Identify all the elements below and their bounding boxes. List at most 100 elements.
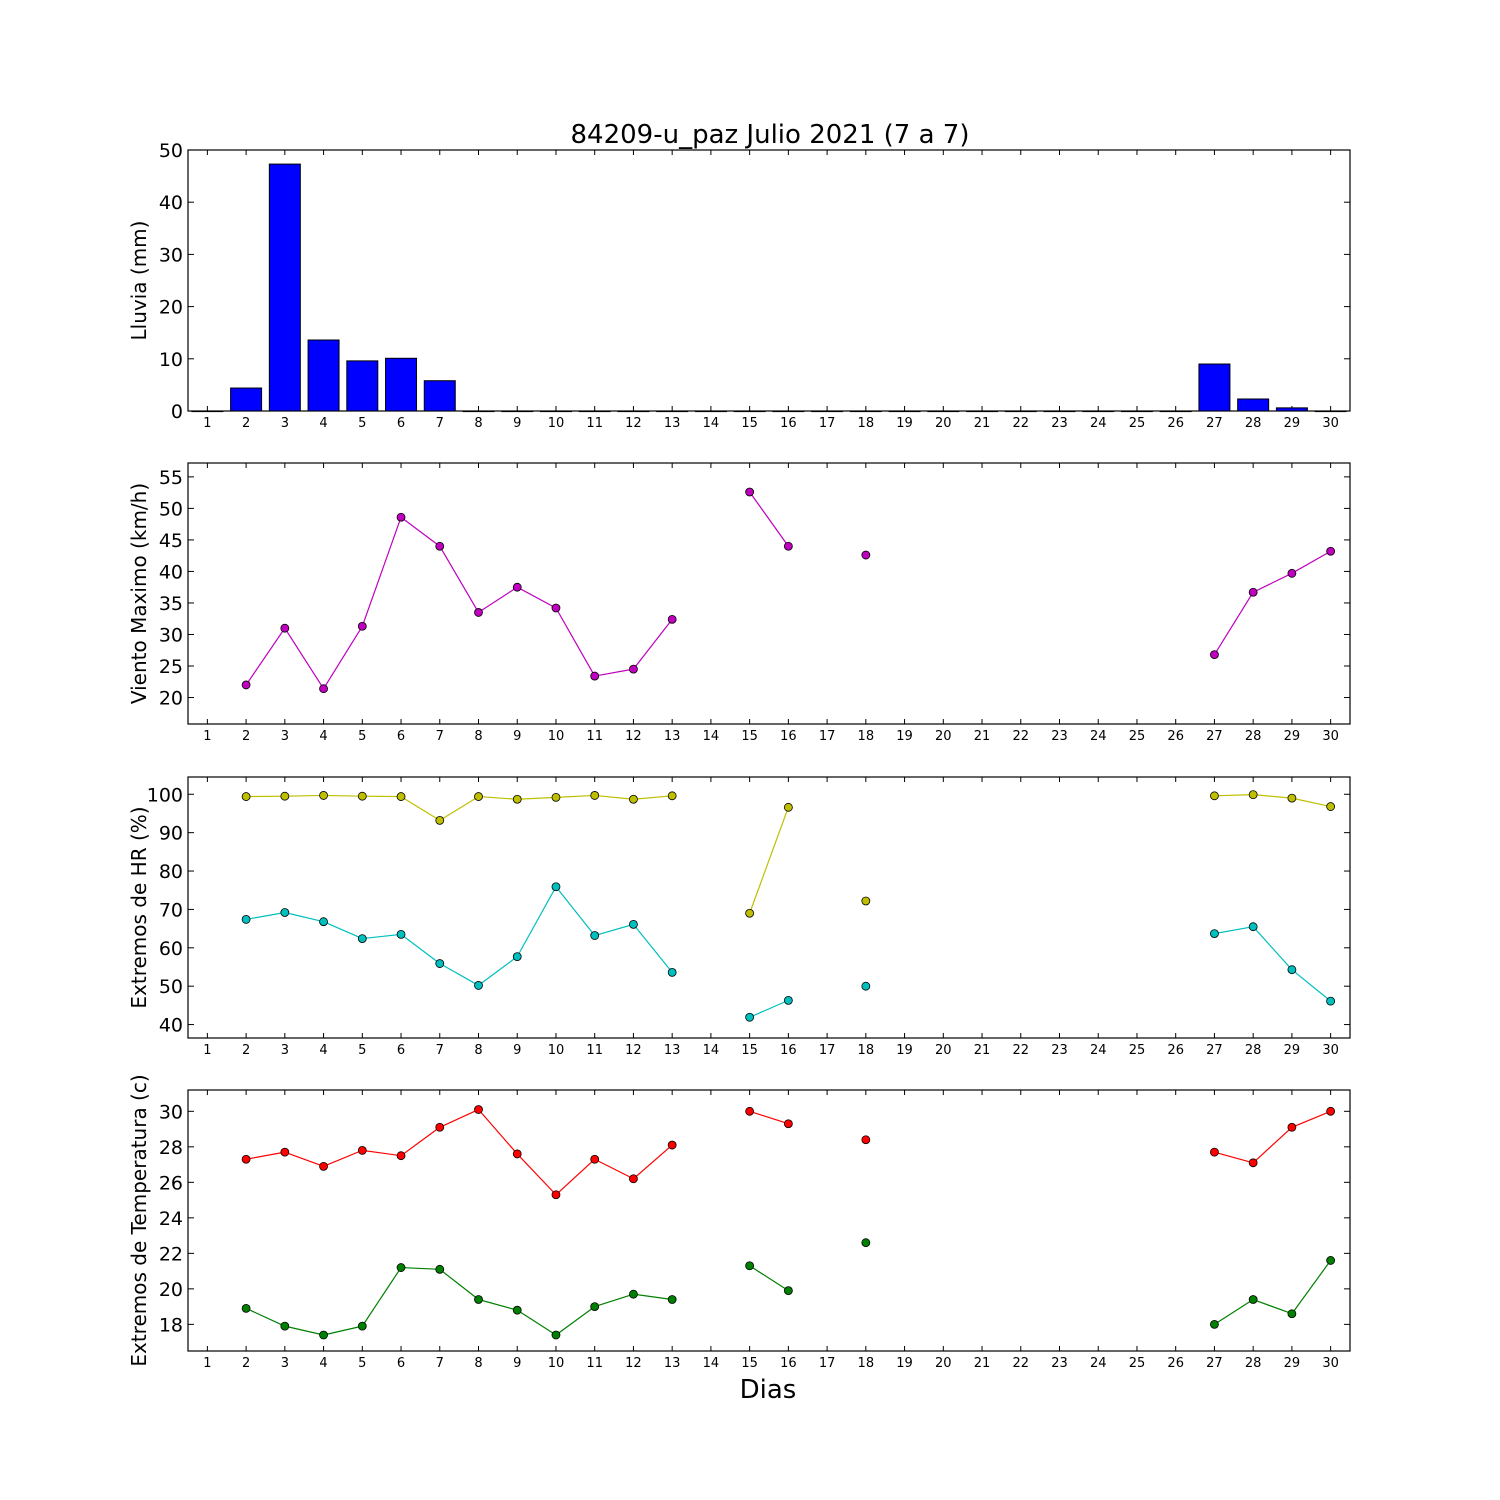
series-line-segment [517, 796, 556, 800]
data-point [241, 1303, 251, 1313]
y-tick-label: 50 [159, 498, 183, 520]
x-tick-label: 25 [1129, 416, 1146, 431]
data-point [745, 1106, 755, 1116]
x-tick-label: 10 [548, 729, 565, 744]
x-tick-label: 29 [1284, 1043, 1301, 1058]
data-point [1287, 965, 1297, 975]
series-line-segment [1253, 794, 1292, 799]
x-tick-label: 21 [974, 1043, 991, 1058]
bar [1082, 410, 1115, 413]
bar [733, 410, 766, 413]
x-tick-label: 23 [1051, 416, 1068, 431]
y-tick-label: 60 [159, 938, 183, 960]
series-line-segment [439, 545, 480, 613]
data-point [512, 1305, 522, 1315]
x-tick-label: 15 [741, 416, 758, 431]
series-line-segment [594, 923, 634, 937]
data-point [783, 1286, 793, 1296]
x-tick-label: 16 [780, 416, 797, 431]
x-tick-label: 5 [358, 1356, 366, 1371]
data-point [474, 608, 483, 617]
series-line-segment [1291, 797, 1331, 808]
series-line-segment [749, 999, 789, 1018]
series-line-segment [749, 807, 789, 914]
data-point [1210, 650, 1219, 660]
bar [1043, 410, 1076, 413]
x-tick-label: 4 [319, 416, 327, 431]
series-line-segment [439, 1108, 479, 1128]
data-point [280, 791, 290, 801]
y-tick-label: 90 [159, 823, 183, 845]
data-point [1287, 793, 1297, 803]
x-tick-label: 28 [1245, 1043, 1262, 1058]
data-point [435, 959, 445, 968]
data-point [629, 1289, 638, 1299]
x-tick-label: 25 [1129, 729, 1146, 744]
x-tick-label: 12 [625, 1043, 642, 1058]
data-point [629, 664, 638, 674]
y-tick-label: 10 [159, 349, 183, 371]
x-tick-label: 14 [703, 416, 720, 431]
x-tick-label: 1 [203, 729, 211, 744]
y-tick-label: 22 [159, 1243, 183, 1265]
data-point [280, 908, 290, 917]
y-tick-label: 70 [159, 899, 183, 921]
data-point [745, 1261, 755, 1271]
series-line-segment [1252, 926, 1293, 971]
series-line-segment [323, 921, 363, 940]
x-tick-label: 18 [858, 729, 875, 744]
bar [578, 410, 611, 413]
y-tick-label: 45 [159, 530, 183, 552]
data-point [667, 967, 677, 977]
bar [1159, 410, 1192, 413]
x-tick-label: 18 [858, 416, 875, 431]
series-line-segment [401, 1266, 440, 1270]
x-tick-label: 23 [1051, 1043, 1068, 1058]
data-point [1248, 1158, 1258, 1168]
y-tick-label: 30 [159, 1101, 183, 1123]
y-axis-label: Extremos de HR (%) [127, 806, 151, 1008]
x-tick-label: 19 [896, 729, 913, 744]
data-point [1210, 1147, 1219, 1157]
series-line-segment [594, 668, 634, 677]
data-point [629, 919, 638, 929]
data-point [241, 914, 251, 924]
data-point [435, 1122, 445, 1132]
series-line-segment [1291, 550, 1331, 574]
x-tick-label: 1 [203, 1356, 211, 1371]
data-point [551, 1330, 561, 1340]
x-tick-label: 11 [586, 1043, 603, 1058]
x-tick-label: 26 [1167, 1356, 1184, 1371]
x-tick-label: 2 [242, 416, 250, 431]
data-point [745, 487, 755, 497]
x-tick-label: 30 [1322, 1043, 1339, 1058]
x-tick-label: 9 [513, 416, 521, 431]
series-line-segment [632, 924, 673, 973]
bar [694, 410, 727, 413]
plot-frame [187, 462, 1351, 725]
plot-frame [187, 149, 1351, 412]
data-point [1287, 1309, 1297, 1319]
bar [230, 387, 263, 412]
series-line-segment [284, 1151, 324, 1167]
x-tick-label: 5 [358, 416, 366, 431]
series-line-segment [555, 794, 595, 798]
x-tick-label: 26 [1167, 416, 1184, 431]
y-tick-label: 40 [159, 561, 183, 583]
series-line-segment [516, 1309, 557, 1336]
x-tick-label: 7 [436, 1356, 444, 1371]
y-tick-label: 0 [171, 401, 183, 423]
data-point [745, 1012, 755, 1022]
data-point [745, 908, 755, 918]
x-tick-label: 28 [1245, 729, 1262, 744]
x-tick-label: 26 [1167, 1043, 1184, 1058]
x-tick-label: 11 [586, 729, 603, 744]
data-point [667, 791, 677, 801]
series-line-segment [245, 627, 286, 686]
series-line-segment [245, 1307, 286, 1327]
bar [1237, 398, 1270, 412]
series-line-segment [245, 911, 285, 920]
x-tick-label: 29 [1284, 1356, 1301, 1371]
